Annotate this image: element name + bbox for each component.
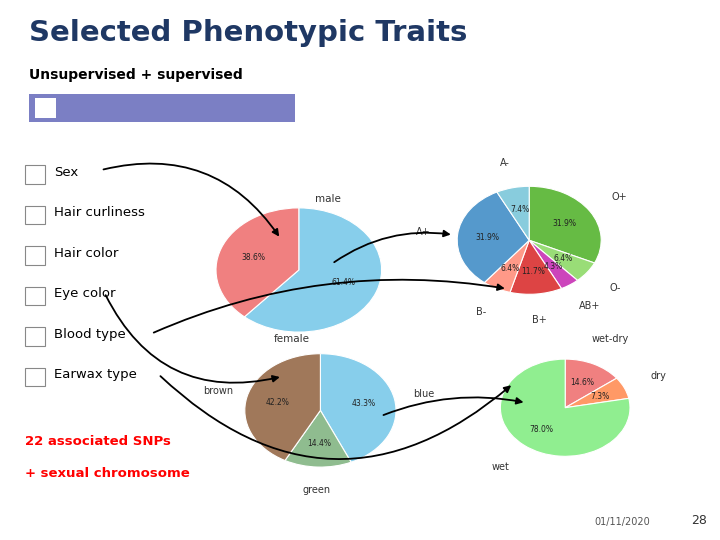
Text: 22 associated SNPs: 22 associated SNPs [25, 435, 171, 448]
Text: Selected Phenotypic Traits: Selected Phenotypic Traits [29, 19, 467, 47]
Text: Hair curliness: Hair curliness [54, 206, 145, 219]
Text: Eye color: Eye color [54, 287, 115, 300]
Wedge shape [285, 410, 351, 467]
Wedge shape [500, 359, 630, 456]
Text: Blood type: Blood type [54, 328, 126, 341]
FancyBboxPatch shape [25, 246, 45, 265]
Wedge shape [529, 240, 577, 288]
Text: wet-dry: wet-dry [592, 334, 629, 344]
Text: Unsupervised + supervised: Unsupervised + supervised [29, 68, 243, 82]
Wedge shape [497, 186, 529, 240]
Wedge shape [244, 208, 382, 332]
Text: B+: B+ [532, 315, 547, 325]
Text: green: green [302, 485, 330, 495]
Text: 01/11/2020: 01/11/2020 [594, 516, 649, 526]
Text: 14.6%: 14.6% [570, 378, 594, 387]
Text: 42.2%: 42.2% [266, 398, 289, 407]
FancyBboxPatch shape [25, 327, 45, 346]
Wedge shape [216, 208, 299, 317]
FancyBboxPatch shape [25, 287, 45, 305]
Wedge shape [510, 240, 562, 294]
Text: A-: A- [500, 158, 510, 167]
Wedge shape [565, 378, 629, 408]
Text: male: male [315, 194, 341, 205]
Wedge shape [529, 186, 601, 263]
Text: 7.4%: 7.4% [510, 205, 529, 214]
Wedge shape [485, 240, 529, 292]
Text: B-: B- [476, 307, 486, 316]
FancyBboxPatch shape [35, 98, 56, 118]
FancyBboxPatch shape [25, 368, 45, 386]
Wedge shape [565, 359, 617, 408]
Text: 6.4%: 6.4% [553, 254, 572, 264]
Text: 11.7%: 11.7% [521, 267, 545, 276]
FancyBboxPatch shape [29, 94, 295, 122]
FancyBboxPatch shape [25, 165, 45, 184]
Text: 6.4%: 6.4% [500, 264, 520, 273]
Text: 28: 28 [691, 514, 707, 526]
Text: Earwax type: Earwax type [54, 368, 137, 381]
Text: AB+: AB+ [579, 301, 600, 311]
Text: female: female [274, 334, 310, 344]
Text: 4.3%: 4.3% [543, 262, 562, 271]
Text: Hair color: Hair color [54, 247, 118, 260]
Wedge shape [457, 192, 529, 282]
Text: O+: O+ [611, 192, 627, 202]
Wedge shape [320, 354, 396, 462]
Text: 43.3%: 43.3% [351, 399, 375, 408]
Text: A+: A+ [416, 227, 431, 237]
Text: 38.6%: 38.6% [242, 253, 266, 262]
Text: 31.9%: 31.9% [552, 219, 577, 228]
Text: blue: blue [413, 389, 435, 399]
Text: 7.3%: 7.3% [590, 392, 609, 401]
Text: + sexual chromosome: + sexual chromosome [25, 467, 190, 480]
Text: brown: brown [202, 386, 233, 396]
Text: wet: wet [491, 462, 509, 472]
Text: 61.4%: 61.4% [332, 278, 356, 287]
Text: 78.0%: 78.0% [529, 425, 553, 434]
Wedge shape [245, 354, 320, 461]
Text: dry: dry [650, 371, 667, 381]
Text: Sex: Sex [54, 166, 78, 179]
Wedge shape [529, 240, 595, 280]
Text: O-: O- [609, 282, 621, 293]
Text: 31.9%: 31.9% [476, 233, 500, 241]
FancyBboxPatch shape [25, 206, 45, 224]
Text: 14.4%: 14.4% [307, 439, 331, 448]
